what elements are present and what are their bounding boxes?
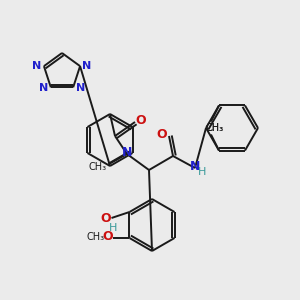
Text: CH₃: CH₃ xyxy=(89,162,107,172)
Text: N: N xyxy=(190,160,200,172)
Text: N: N xyxy=(122,146,132,160)
Text: O: O xyxy=(136,115,146,128)
Text: H: H xyxy=(198,167,206,177)
Text: N: N xyxy=(76,83,85,93)
Text: H: H xyxy=(109,223,118,233)
Text: O: O xyxy=(100,212,111,226)
Text: CH₃: CH₃ xyxy=(206,122,224,133)
Text: N: N xyxy=(82,61,92,71)
Text: O: O xyxy=(102,230,113,244)
Text: CH₃: CH₃ xyxy=(86,232,104,242)
Text: N: N xyxy=(32,61,42,71)
Text: CH₃: CH₃ xyxy=(206,124,224,134)
Text: N: N xyxy=(39,83,49,93)
Text: O: O xyxy=(157,128,167,142)
